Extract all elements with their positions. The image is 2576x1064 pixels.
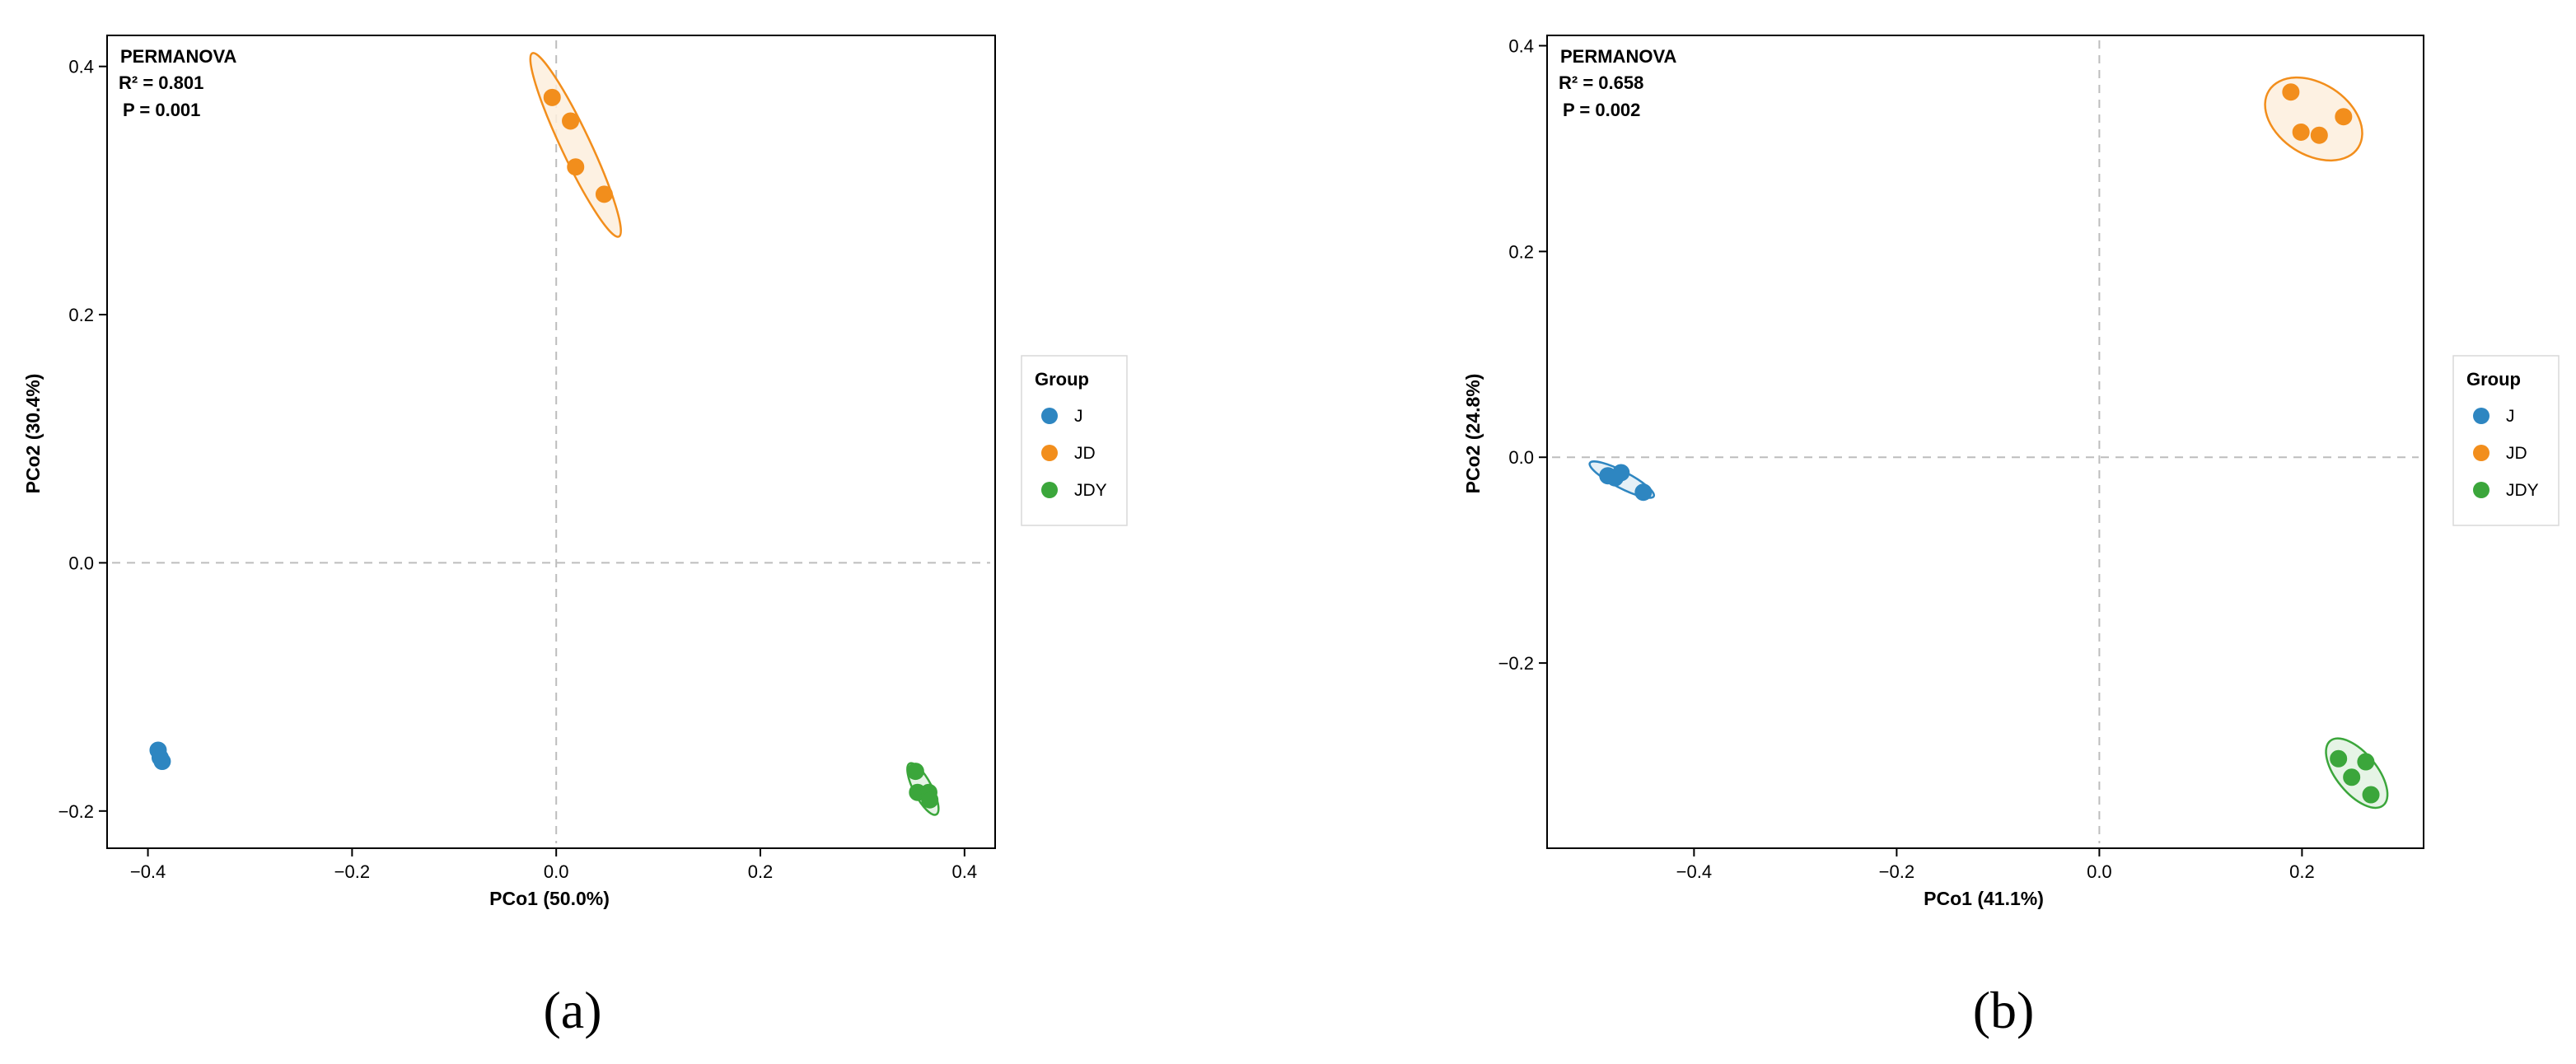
x-tick-label: 0.0 (2087, 861, 2112, 882)
series-J (1588, 460, 1656, 502)
data-point (567, 158, 585, 176)
data-point (562, 112, 580, 130)
x-tick-label: −0.2 (1879, 861, 1914, 882)
data-point (1634, 483, 1653, 502)
y-tick-label: −0.2 (58, 801, 94, 822)
y-tick-label: 0.4 (68, 57, 94, 77)
series-J (149, 741, 171, 771)
x-tick-label: 0.0 (544, 861, 569, 882)
data-point (153, 753, 171, 771)
y-tick-label: 0.2 (68, 305, 94, 325)
permanova-title: PERMANOVA (120, 46, 236, 67)
series-JD (2264, 76, 2363, 162)
x-tick-label: −0.4 (1676, 861, 1712, 882)
y-tick-label: −0.2 (1498, 653, 1534, 674)
permanova-p: P = 0.001 (123, 100, 200, 120)
data-point (906, 763, 924, 781)
x-tick-label: 0.2 (2289, 861, 2315, 882)
legend-swatch-J (2473, 408, 2490, 424)
x-tick-label: −0.2 (334, 861, 370, 882)
data-point (2292, 123, 2310, 141)
legend-label-JDY: JDY (1074, 481, 1107, 500)
data-point (2362, 786, 2380, 804)
legend-label-JD: JD (2506, 444, 2527, 463)
y-axis-title: PCo2 (30.4%) (22, 374, 44, 494)
legend-swatch-JDY (1041, 482, 1058, 498)
legend-title: Group (1035, 369, 1089, 390)
y-axis-title: PCo2 (24.8%) (1462, 374, 1484, 494)
legend-swatch-JD (1041, 445, 1058, 461)
data-point (2282, 83, 2300, 101)
y-tick-label: 0.2 (1508, 241, 1534, 262)
series-JDY (906, 762, 940, 816)
x-axis-title: PCo1 (41.1%) (1924, 888, 2044, 909)
y-tick-label: 0.0 (68, 553, 94, 573)
panel-label: (a) (543, 981, 601, 1039)
legend-title: Group (2466, 369, 2521, 390)
legend-box (1021, 355, 1128, 526)
legend-swatch-JD (2473, 445, 2490, 461)
legend-swatch-J (1041, 408, 1058, 424)
permanova-r2: R² = 0.801 (119, 72, 203, 93)
data-point (921, 791, 939, 809)
data-point (2343, 768, 2361, 786)
permanova-title: PERMANOVA (1560, 46, 1676, 67)
legend-label-J: J (1074, 407, 1083, 426)
plot-frame (1546, 35, 2424, 849)
x-axis-title: PCo1 (50.0%) (489, 888, 610, 909)
permanova-r2: R² = 0.658 (1559, 72, 1643, 93)
data-point (1612, 464, 1630, 482)
x-tick-label: 0.2 (748, 861, 774, 882)
permanova-p: P = 0.002 (1563, 100, 1640, 120)
plot-frame (106, 35, 996, 849)
data-point (2357, 753, 2375, 771)
series-JDY (2325, 737, 2389, 810)
legend-swatch-JDY (2473, 482, 2490, 498)
chart-panel-a: −0.4 −0.2 0.0 0.2 0.4 −0.2 0.0 0.2 0.4 PCo1 (50.0… (22, 35, 1128, 1039)
data-point (2330, 749, 2348, 768)
x-tick-label: −0.4 (130, 861, 166, 882)
legend: Group J JD JDY (1021, 355, 1128, 526)
data-point (2335, 108, 2353, 126)
data-point (595, 185, 613, 203)
confidence-ellipse-JD (2264, 76, 2363, 162)
confidence-ellipse-JD (529, 52, 622, 238)
data-point (543, 88, 561, 106)
legend-label-JDY: JDY (2506, 481, 2539, 500)
legend: Group J JD JDY (2452, 355, 2560, 526)
y-tick-label: 0.4 (1508, 35, 1534, 56)
y-tick-label: 0.0 (1508, 447, 1534, 468)
series-JD (529, 52, 622, 238)
data-point (2310, 126, 2328, 144)
x-tick-label: 0.4 (952, 861, 978, 882)
panel-label: (b) (1973, 981, 2035, 1039)
chart-panel-b: −0.4 −0.2 0.0 0.2 −0.2 0.0 0.2 0.4 PCo1 (41.1%) P… (1462, 35, 2560, 1039)
legend-box (2452, 355, 2560, 526)
legend-label-JD: JD (1074, 444, 1096, 463)
legend-label-J: J (2506, 407, 2515, 426)
